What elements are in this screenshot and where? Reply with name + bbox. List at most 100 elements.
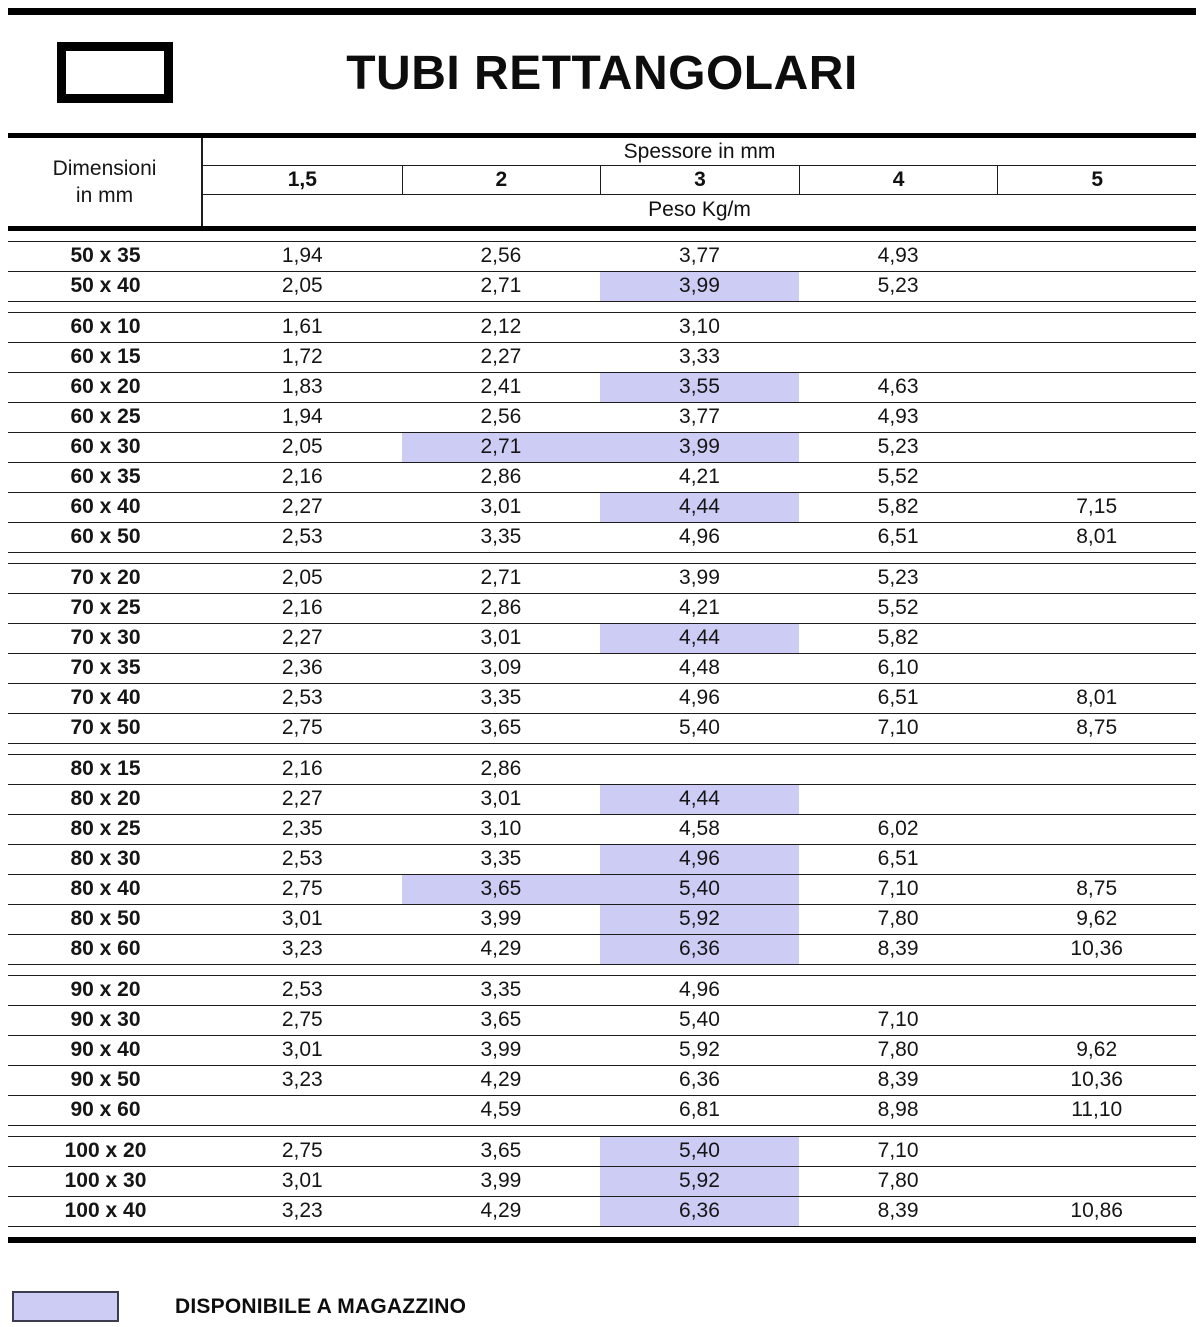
dimension-group-50: 50 x 35 1,94 2,56 3,77 4,93 50 x 40 2,05 2,71 3,… xyxy=(8,241,1196,302)
weight-cell xyxy=(799,313,998,342)
weight-cell: 2,27 xyxy=(281,787,323,810)
table-row: 70 x 25 2,16 2,86 4,21 5,52 xyxy=(8,594,1196,624)
weight-cell-available: 6,36 xyxy=(600,935,799,964)
weights-table: Dimensioni in mm Spessore in mm 1,5 2 3 4 5 … xyxy=(8,133,1196,1243)
weight-cell xyxy=(997,1137,1196,1166)
dimension-cell: 60 x 15 xyxy=(70,345,141,368)
weight-cell: 5,23 xyxy=(877,435,919,458)
weight-cell: 3,99 xyxy=(480,907,522,930)
weight-cell: 5,82 xyxy=(877,626,919,649)
weight-cell: 10,36 xyxy=(1070,937,1123,960)
weight-cell: 2,75 xyxy=(281,1008,323,1031)
weight-cell-available: 5,40 xyxy=(600,1137,799,1166)
weight-cell xyxy=(997,272,1196,301)
dimension-cell: 70 x 20 xyxy=(70,566,141,589)
weight-cell: 8,39 xyxy=(877,937,919,960)
weight-cell: 3,65 xyxy=(480,716,522,739)
page-title: TUBI RETTANGOLARI xyxy=(346,47,858,100)
weight-cell xyxy=(799,976,998,1005)
table-row: 60 x 35 2,16 2,86 4,21 5,52 xyxy=(8,463,1196,493)
weight-cell: 2,12 xyxy=(480,315,522,338)
table-body: 50 x 35 1,94 2,56 3,77 4,93 50 x 40 2,05 2,71 3,… xyxy=(8,241,1196,1227)
weight-cell: 4,63 xyxy=(877,375,919,398)
weight-cell xyxy=(997,403,1196,432)
weight-cell: 3,23 xyxy=(281,1199,323,1222)
legend-label: DISPONIBILE A MAGAZZINO xyxy=(175,1294,467,1318)
weight-cell: 2,05 xyxy=(281,274,323,297)
weight-cell: 3,77 xyxy=(679,244,720,267)
thickness-header-block: Spessore in mm 1,5 2 3 4 5 Peso Kg/m xyxy=(203,138,1196,226)
weight-cell: 2,16 xyxy=(281,596,323,619)
weight-cell: 4,29 xyxy=(480,937,522,960)
dimension-group-100: 100 x 20 2,75 3,65 5,40 7,10 100 x 30 3,01 3,99… xyxy=(8,1136,1196,1227)
weight-cell xyxy=(997,463,1196,492)
dimension-header-line1: Dimensioni xyxy=(52,157,157,180)
weight-cell xyxy=(203,1096,402,1125)
weight-cell: 3,01 xyxy=(281,907,323,930)
weight-cell: 2,35 xyxy=(281,817,323,840)
weight-cell: 3,01 xyxy=(281,1169,323,1192)
weight-cell: 1,94 xyxy=(281,244,323,267)
dimension-cell: 70 x 30 xyxy=(70,626,141,649)
table-row: 90 x 60 4,59 6,81 8,98 11,10 xyxy=(8,1096,1196,1126)
weight-cell-available: 6,36 xyxy=(600,1197,799,1226)
weight-cell: 2,53 xyxy=(281,686,323,709)
dimension-cell: 80 x 50 xyxy=(70,907,141,930)
weight-cell: 5,40 xyxy=(679,716,720,739)
table-row: 80 x 40 2,75 3,65 5,40 7,10 8,75 xyxy=(8,875,1196,905)
weight-cell xyxy=(997,785,1196,814)
dimension-cell: 80 x 60 xyxy=(70,937,141,960)
weight-cell: 1,94 xyxy=(281,405,323,428)
weight-cell: 2,16 xyxy=(281,757,323,780)
weight-cell: 2,16 xyxy=(281,465,323,488)
dimension-cell: 70 x 35 xyxy=(70,656,141,679)
dimension-cell: 80 x 25 xyxy=(70,817,141,840)
weight-cell: 8,39 xyxy=(877,1068,919,1091)
thickness-column-label: 5 xyxy=(997,166,1196,194)
table-row: 60 x 30 2,05 2,71 3,99 5,23 xyxy=(8,433,1196,463)
table-row: 80 x 50 3,01 3,99 5,92 7,80 9,62 xyxy=(8,905,1196,935)
weight-cell xyxy=(799,785,998,814)
weight-cell: 4,58 xyxy=(679,817,720,840)
top-divider xyxy=(8,8,1196,15)
dimension-group-90: 90 x 20 2,53 3,35 4,96 90 x 30 2,75 3,65 5,40 7,… xyxy=(8,975,1196,1126)
rectangular-tube-icon xyxy=(57,42,173,103)
weight-cell: 6,51 xyxy=(877,847,919,870)
weight-cell-available: 4,96 xyxy=(600,845,799,874)
weight-cell-available: 4,44 xyxy=(600,624,799,653)
weight-cell: 3,35 xyxy=(480,525,522,548)
dimension-cell: 80 x 30 xyxy=(70,847,141,870)
weight-cell: 9,62 xyxy=(1076,907,1118,930)
weight-cell: 3,33 xyxy=(679,345,720,368)
table-row: 90 x 50 3,23 4,29 6,36 8,39 10,36 xyxy=(8,1066,1196,1096)
weight-cell: 1,61 xyxy=(281,315,323,338)
weight-cell-available: 2,71 xyxy=(401,433,601,462)
weight-cell: 2,71 xyxy=(480,274,522,297)
table-bottom-rule xyxy=(8,1237,1196,1243)
weight-cell: 4,21 xyxy=(679,596,720,619)
table-header: Dimensioni in mm Spessore in mm 1,5 2 3 4 5 … xyxy=(8,138,1196,226)
table-row: 80 x 15 2,16 2,86 xyxy=(8,755,1196,785)
legend: DISPONIBILE A MAGAZZINO xyxy=(12,1291,466,1322)
weight-cell: 4,96 xyxy=(679,525,720,548)
dimension-cell: 50 x 40 xyxy=(70,274,141,297)
table-row: 70 x 50 2,75 3,65 5,40 7,10 8,75 xyxy=(8,714,1196,744)
weight-cell: 2,41 xyxy=(480,375,522,398)
weight-cell: 4,96 xyxy=(679,978,720,1001)
weight-cell: 8,98 xyxy=(877,1098,919,1121)
weight-cell: 5,40 xyxy=(679,1008,720,1031)
weight-cell xyxy=(997,624,1196,653)
weight-cell xyxy=(997,373,1196,402)
weight-cell: 8,75 xyxy=(1076,716,1118,739)
weight-cell: 3,99 xyxy=(679,566,720,589)
weight-cell: 6,02 xyxy=(877,817,919,840)
dimension-group-70: 70 x 20 2,05 2,71 3,99 5,23 70 x 25 2,16 2,86 4,… xyxy=(8,563,1196,744)
weight-cell: 7,80 xyxy=(877,1038,919,1061)
dimension-cell: 60 x 50 xyxy=(70,525,141,548)
weight-cell: 4,93 xyxy=(877,405,919,428)
weight-cell xyxy=(997,1167,1196,1196)
table-row: 60 x 10 1,61 2,12 3,10 xyxy=(8,313,1196,343)
weight-cell xyxy=(997,755,1196,784)
weight-cell xyxy=(997,845,1196,874)
